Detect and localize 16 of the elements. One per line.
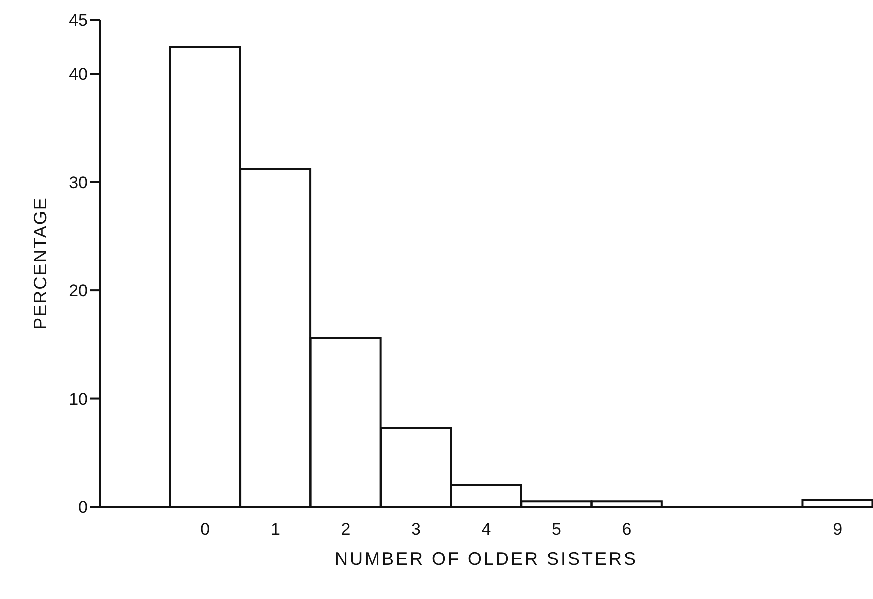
y-axis-title: PERCENTAGE: [30, 197, 50, 330]
x-tick-label: 5: [552, 520, 562, 540]
y-tick-label: 10: [69, 390, 88, 409]
x-tick-label: 2: [341, 520, 351, 540]
x-tick-label: 3: [411, 520, 421, 540]
x-tick-label: 0: [200, 520, 210, 540]
y-tick-label: 40: [69, 65, 88, 84]
x-axis-title: NUMBER OF OLDER SISTERS: [334, 549, 638, 569]
x-tick-label: 1: [270, 520, 280, 540]
y-tick-label: 0: [78, 498, 88, 518]
x-tick-label: 6: [622, 520, 632, 540]
y-tick-label: 45: [69, 11, 88, 30]
x-tick-label: 9: [833, 520, 843, 540]
y-tick-label: 20: [69, 282, 88, 301]
y-tick-label: 30: [69, 173, 88, 192]
x-tick-label: 4: [482, 520, 492, 540]
